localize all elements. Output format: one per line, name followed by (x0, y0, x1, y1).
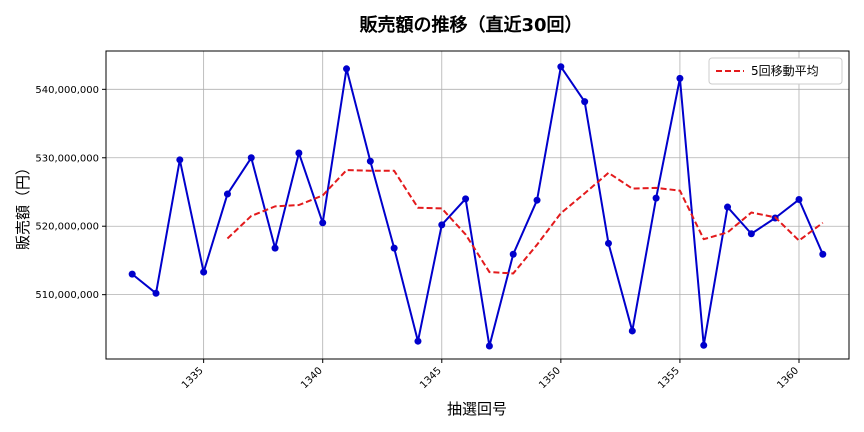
sales-data-point (247, 154, 255, 162)
sales-data-point (152, 289, 160, 297)
sales-data-point (366, 157, 374, 165)
y-axis: 510,000,000 520,000,000 530,000,000 540,000… (35, 85, 106, 301)
y-tick-label: 520,000,000 (35, 222, 99, 233)
grid (106, 51, 849, 359)
x-axis-label: 抽選回号 (447, 400, 507, 418)
x-tick-label: 1350 (537, 365, 563, 391)
sales-data-point (747, 230, 755, 238)
y-axis-label: 販売額（円） (14, 160, 32, 250)
sales-data-point (223, 190, 231, 198)
x-tick-label: 1360 (775, 365, 801, 391)
sales-data-point (176, 156, 184, 164)
sales-data-point (128, 270, 136, 278)
series-group (128, 63, 827, 350)
y-tick-label: 530,000,000 (35, 153, 99, 164)
sales-data-point (271, 244, 279, 252)
x-tick-label: 1335 (180, 365, 206, 391)
plot-area (105, 50, 850, 360)
sales-data-point (438, 221, 446, 229)
sales-data-point (628, 327, 636, 335)
legend-box (708, 57, 843, 85)
x-tick-label: 1345 (418, 365, 444, 391)
sales-data-point (652, 194, 660, 202)
sales-data-point (462, 195, 470, 203)
sales-data-point (295, 149, 303, 157)
legend-label-moving-average: 5回移動平均 (751, 64, 819, 78)
sales-series-line (131, 65, 824, 347)
sales-data-point (343, 65, 351, 73)
legend: 5回移動平均 (708, 57, 843, 85)
sales-data-point (390, 244, 398, 252)
sales-data-point (414, 337, 422, 345)
sales-data-point (604, 239, 612, 247)
moving-average-line (226, 169, 824, 275)
sales-data-point (676, 74, 684, 82)
chart-title: 販売額の推移（直近30回） (359, 14, 582, 36)
sales-data-point (200, 268, 208, 276)
x-axis: 1335 1340 1345 1350 1355 1360 (180, 359, 801, 391)
sales-data-point (485, 342, 493, 350)
y-tick-label: 510,000,000 (35, 290, 99, 301)
sales-data-point (509, 250, 517, 258)
sales-data-point (557, 63, 565, 71)
sales-data-point (319, 219, 327, 227)
sales-data-point (533, 196, 541, 204)
x-tick-label: 1340 (299, 365, 325, 391)
sales-data-point (819, 250, 827, 258)
sales-data-point (724, 203, 732, 211)
sales-data-point (700, 341, 708, 349)
sales-data-point (581, 98, 589, 106)
sales-data-point (795, 196, 803, 204)
x-tick-label: 1355 (656, 365, 682, 391)
y-tick-label: 540,000,000 (35, 85, 99, 96)
